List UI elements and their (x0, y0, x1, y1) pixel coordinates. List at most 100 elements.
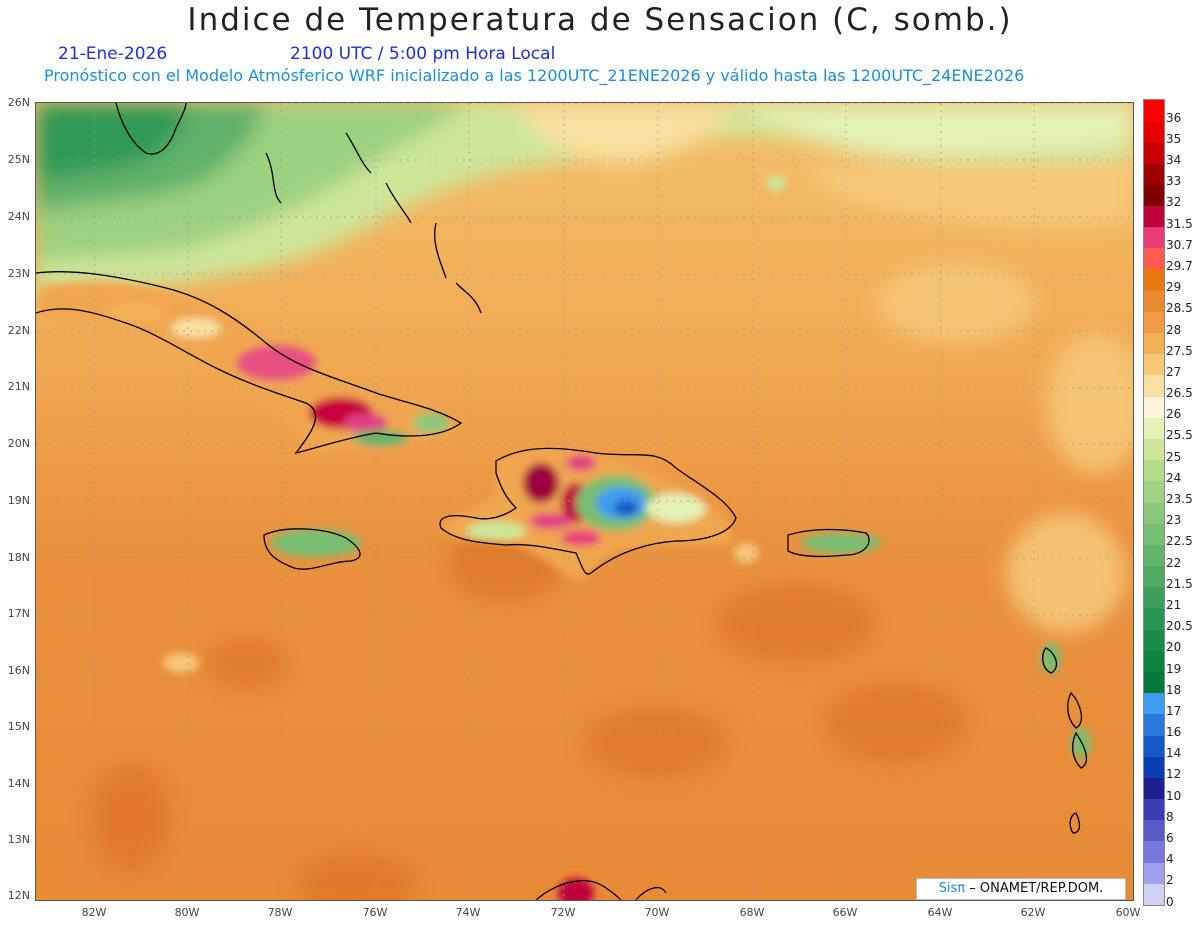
colorbar-cell (1144, 799, 1164, 821)
colorbar-cell (1144, 100, 1164, 122)
cuba-coast (36, 271, 463, 455)
north-cool-band (36, 103, 1133, 293)
colorbar-cell (1144, 841, 1164, 864)
lat-label: 13N (7, 833, 30, 846)
forecast-date: 21-Ene-2026 (58, 44, 168, 64)
colorbar-label: 2 (1166, 873, 1174, 888)
lat-label: 22N (7, 324, 30, 337)
colorbar-cell (1144, 587, 1164, 609)
colorbar-cell (1144, 523, 1164, 546)
lat-label: 21N (7, 380, 30, 393)
jamaica-coast (263, 528, 361, 570)
colorbar-cell (1144, 735, 1164, 758)
colorbar-label: 26.5 (1166, 386, 1193, 401)
colorbar-cell (1144, 333, 1164, 355)
colorbar-cell (1144, 714, 1164, 736)
colorbar-cell (1144, 354, 1164, 376)
colorbar-label: 33 (1166, 174, 1182, 189)
colorbar-label: 24 (1166, 470, 1182, 485)
colorbar-label: 27 (1166, 364, 1182, 379)
colorbar-label: 35 (1166, 131, 1182, 146)
colorbar-label: 18 (1166, 682, 1182, 697)
colorbar-label: 20 (1166, 640, 1182, 655)
lesser-antilles-coast (1042, 647, 1088, 834)
lat-label: 24N (7, 210, 30, 223)
colorbar-cell (1144, 862, 1164, 885)
colorbar-label: 21.5 (1166, 576, 1193, 591)
lon-label: 76W (362, 906, 388, 919)
colorbar-label: 32 (1166, 195, 1182, 210)
colorbar-label: 25.5 (1166, 428, 1193, 443)
lat-label: 19N (7, 494, 30, 507)
colorbar-cell (1144, 121, 1164, 143)
bahamas-coast (265, 132, 482, 314)
lat-label: 25N (7, 153, 30, 166)
colorbar-cell (1144, 629, 1164, 652)
lat-label: 18N (7, 551, 30, 564)
colorbar-label: 14 (1166, 746, 1182, 761)
hispaniola-field (441, 449, 733, 583)
brand-logo: Sisπ (938, 881, 966, 896)
colorbar-cell (1144, 883, 1164, 906)
lat-label: 23N (7, 267, 30, 280)
colorbar-cell (1144, 566, 1164, 588)
colorbar-cell (1144, 502, 1164, 525)
colorbar-label: 23.5 (1166, 492, 1193, 507)
east-light-patches (876, 263, 1133, 633)
south-warm-patches (91, 523, 966, 900)
puerto-rico-coast (787, 528, 870, 558)
colorbar-cell (1144, 184, 1164, 207)
colorbar-label: 29 (1166, 280, 1182, 295)
credit-text: – ONAMET/REP.DOM. (969, 881, 1104, 896)
lon-label: 68W (739, 906, 765, 919)
lat-label: 14N (7, 777, 30, 790)
lon-label: 70W (644, 906, 670, 919)
forecast-description: Pronóstico con el Modelo Atmósferico WRF… (44, 66, 1025, 85)
lat-label: 20N (7, 437, 30, 450)
colorbar-label: 23 (1166, 513, 1182, 528)
lon-label: 66W (832, 906, 858, 919)
credit-box: Sisπ – ONAMET/REP.DOM. (916, 878, 1126, 900)
colorbar-label: 28.5 (1166, 301, 1193, 316)
colorbar-label: 34 (1166, 153, 1182, 168)
colorbar-label: 10 (1166, 788, 1182, 803)
venezuela-coast (535, 880, 667, 900)
colorbar-cell (1144, 671, 1164, 694)
colorbar-label: 17 (1166, 703, 1182, 718)
colorbar-cell (1144, 163, 1164, 186)
florida-coast (115, 103, 187, 155)
lon-label: 64W (927, 906, 953, 919)
colorbar-label: 12 (1166, 767, 1182, 782)
colorbar-cell (1144, 820, 1164, 842)
colorbar-label: 30.7 (1166, 237, 1193, 252)
colorbar-cell (1144, 608, 1164, 631)
lon-label: 60W (1115, 906, 1141, 919)
colorbar-label: 8 (1166, 809, 1174, 824)
colorbar-label: 22.5 (1166, 534, 1193, 549)
colorbar-cell (1144, 290, 1164, 313)
heat-index-map (35, 102, 1134, 901)
colorbar-label: 6 (1166, 830, 1174, 845)
lon-label: 72W (550, 906, 576, 919)
hispaniola-coast (439, 447, 737, 575)
colorbar-label: 21 (1166, 597, 1182, 612)
colorbar-label: 27.5 (1166, 343, 1193, 358)
colorbar (1143, 99, 1165, 906)
colorbar-cell (1144, 460, 1164, 482)
colorbar-label: 28 (1166, 322, 1182, 337)
colorbar-label: 29.7 (1166, 259, 1193, 273)
colorbar-cell (1144, 375, 1164, 398)
colorbar-cell (1144, 650, 1164, 673)
colorbar-label: 31.5 (1166, 216, 1193, 231)
colorbar-cell (1144, 481, 1164, 503)
lat-label: 16N (7, 664, 30, 677)
lat-label: 12N (7, 889, 30, 902)
lon-label: 74W (455, 906, 481, 919)
lon-label: 78W (267, 906, 293, 919)
colorbar-label: 4 (1166, 852, 1174, 867)
colorbar-cell (1144, 248, 1164, 270)
colorbar-cell (1144, 396, 1164, 419)
lat-label: 15N (7, 720, 30, 733)
lon-label: 62W (1020, 906, 1046, 919)
colorbar-cell (1144, 417, 1164, 440)
